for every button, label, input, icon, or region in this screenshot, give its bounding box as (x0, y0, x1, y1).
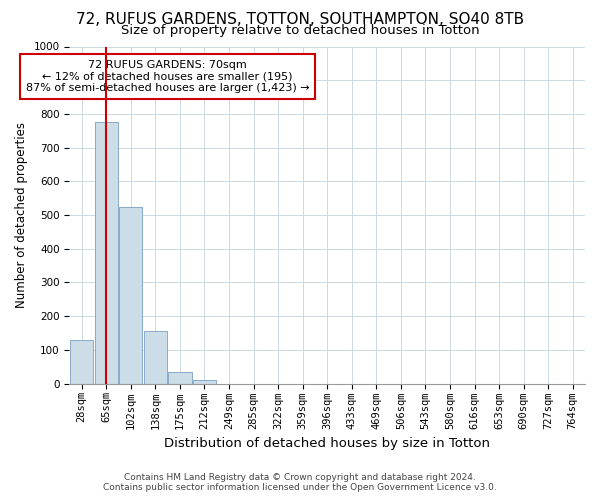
Text: 72, RUFUS GARDENS, TOTTON, SOUTHAMPTON, SO40 8TB: 72, RUFUS GARDENS, TOTTON, SOUTHAMPTON, … (76, 12, 524, 28)
Bar (143, 332, 167, 384)
Text: Contains HM Land Registry data © Crown copyright and database right 2024.
Contai: Contains HM Land Registry data © Crown c… (103, 473, 497, 492)
X-axis label: Distribution of detached houses by size in Totton: Distribution of detached houses by size … (164, 437, 490, 450)
Bar (95, 122, 118, 384)
Bar (70, 340, 94, 384)
Y-axis label: Number of detached properties: Number of detached properties (15, 122, 28, 308)
Bar (119, 206, 142, 384)
Text: 72 RUFUS GARDENS: 70sqm
← 12% of detached houses are smaller (195)
87% of semi-d: 72 RUFUS GARDENS: 70sqm ← 12% of detache… (26, 60, 310, 93)
Text: Size of property relative to detached houses in Totton: Size of property relative to detached ho… (121, 24, 479, 37)
Bar (168, 372, 191, 384)
Bar (193, 380, 216, 384)
